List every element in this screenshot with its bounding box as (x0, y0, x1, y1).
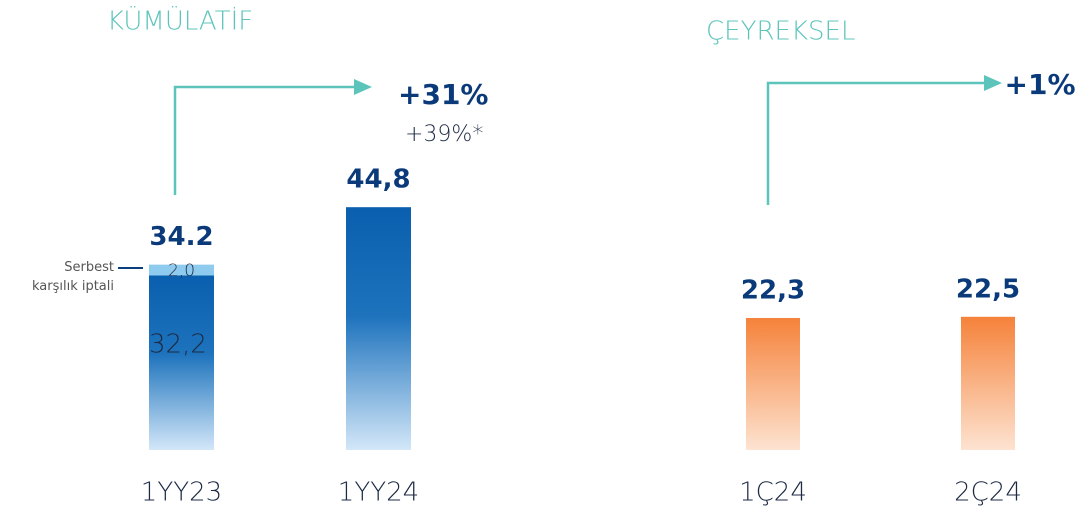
value-label: 34.2 (149, 222, 213, 252)
value-label: 22,5 (956, 274, 1020, 304)
arrow-head (354, 75, 1002, 95)
x-tick-label: 1YY24 (338, 478, 419, 508)
bar (149, 275, 214, 450)
x-tick-label: 1YY23 (141, 478, 222, 508)
bar (346, 207, 411, 450)
growth-label: +1% (1005, 68, 1076, 101)
growth-note: +39%* (405, 122, 483, 147)
segment-label: 2,0 (168, 261, 195, 281)
x-tick-label: 1Ç24 (739, 478, 807, 508)
bar (149, 264, 214, 276)
value-label: 22,3 (741, 275, 805, 305)
legend-label: Serbest karşılık iptali (31, 260, 114, 294)
bar (961, 316, 1015, 450)
x-tick-label: 2Ç24 (954, 478, 1022, 508)
chart-title: ÇEYREKSEL (706, 17, 855, 47)
bar (746, 317, 800, 450)
chart-title: KÜMÜLATİF (107, 5, 253, 37)
growth-arrow (173, 81, 990, 205)
segment-label: 32,2 (149, 330, 207, 360)
value-label: 44,8 (346, 165, 410, 195)
growth-label: +31% (398, 78, 488, 111)
